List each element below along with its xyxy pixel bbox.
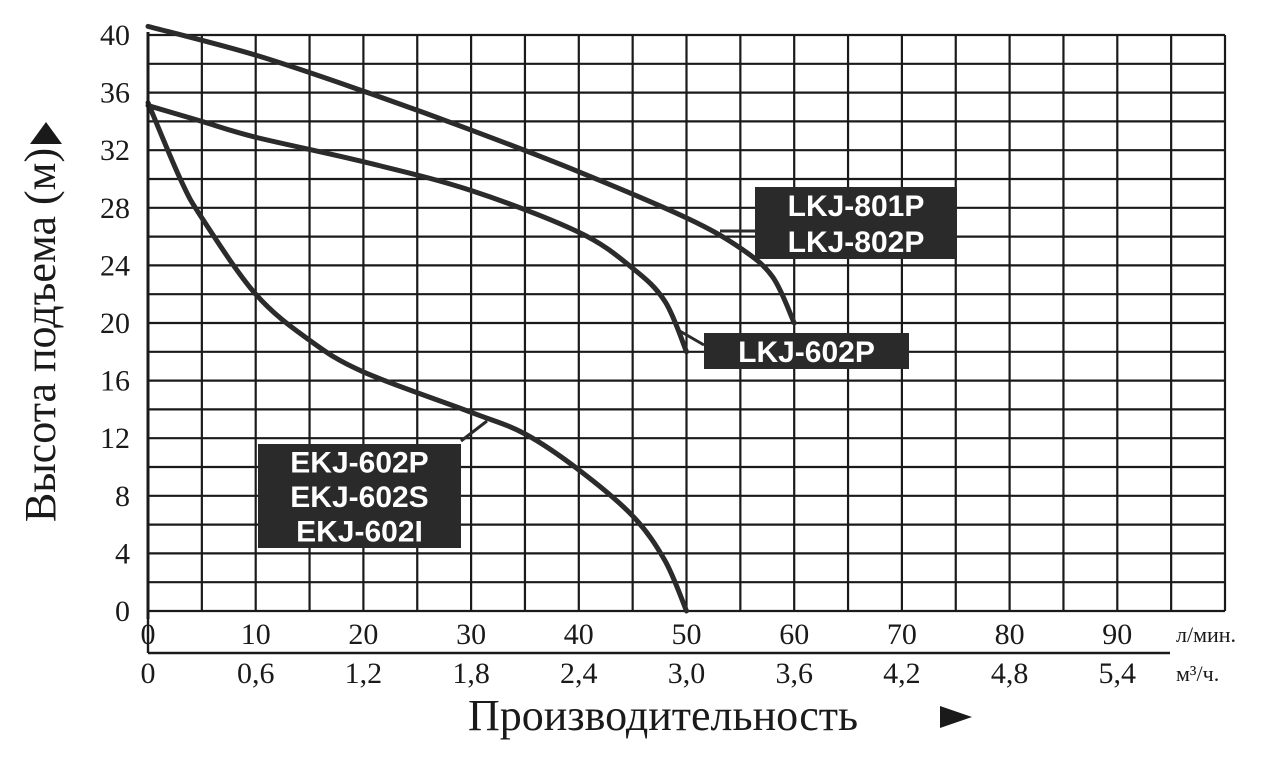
x-axis-arrow-icon (940, 706, 972, 728)
x-tick-label-primary: 70 (887, 618, 917, 651)
x-tick-label-secondary: 0,6 (237, 657, 275, 690)
x-unit-primary: л/мин. (1176, 622, 1236, 647)
x-tick-label-primary: 30 (456, 618, 486, 651)
series-label-text: LKJ-801P (788, 190, 925, 223)
x-tick-label-primary: 40 (564, 618, 594, 651)
x-tick-label-secondary: 5,4 (1099, 657, 1137, 690)
y-axis-arrow-icon (30, 122, 62, 144)
x-tick-label-primary: 60 (779, 618, 809, 651)
series-label-text: EKJ-602S (290, 481, 428, 514)
x-tick-label-primary: 0 (141, 618, 156, 651)
y-tick-label: 28 (100, 192, 130, 225)
x-unit-secondary: м³/ч. (1176, 661, 1219, 686)
y-tick-label: 24 (100, 249, 130, 282)
x-tick-label-primary: 80 (995, 618, 1025, 651)
series-label-text: EKJ-602P (290, 446, 428, 479)
series-label-text: EKJ-602I (296, 516, 423, 549)
x-tick-label-secondary: 1,8 (452, 657, 490, 690)
x-tick-label-secondary: 3,0 (668, 657, 706, 690)
x-tick-label-secondary: 2,4 (560, 657, 598, 690)
y-tick-label: 0 (115, 595, 130, 628)
y-tick-label: 40 (100, 19, 130, 52)
y-tick-label: 4 (115, 537, 130, 570)
y-tick-label: 36 (100, 77, 130, 110)
series-label-box (704, 333, 909, 369)
x-tick-label-secondary: 4,2 (883, 657, 921, 690)
x-tick-label-secondary: 1,2 (345, 657, 383, 690)
x-axis-title: Производительность (468, 691, 858, 740)
x-tick-label-secondary: 3,6 (775, 657, 813, 690)
y-axis-title: Высота подъема (м) (16, 148, 65, 522)
series-label-box (258, 444, 461, 548)
axes (146, 32, 1170, 655)
series-line-1 (145, 103, 689, 355)
x-tick-label-primary: 10 (241, 618, 271, 651)
x-tick-label-primary: 90 (1102, 618, 1132, 651)
series-label-box (755, 187, 957, 259)
y-tick-label: 12 (100, 422, 130, 455)
label-leader-line (677, 328, 705, 347)
series-label-text: LKJ-602P (738, 336, 875, 369)
series-label-text: LKJ-802P (788, 226, 925, 259)
tick-labels: 0 4 8 12 16 20 24 28 32 36 40 0 10 20 30 40 50 60 70 80 90 л/… (100, 19, 1236, 690)
x-tick-label-secondary: 4,8 (991, 657, 1029, 690)
y-tick-label: 20 (100, 307, 130, 340)
y-tick-label: 32 (100, 134, 130, 167)
x-tick-label-primary: 50 (672, 618, 702, 651)
x-tick-label-primary: 20 (348, 618, 378, 651)
label-leader-line (460, 419, 488, 443)
y-tick-label: 16 (100, 365, 130, 398)
y-tick-label: 8 (115, 480, 130, 513)
series-line-2 (145, 100, 689, 614)
x-tick-label-secondary: 0 (141, 657, 156, 690)
series-label-1: LKJ-602P (704, 333, 909, 369)
